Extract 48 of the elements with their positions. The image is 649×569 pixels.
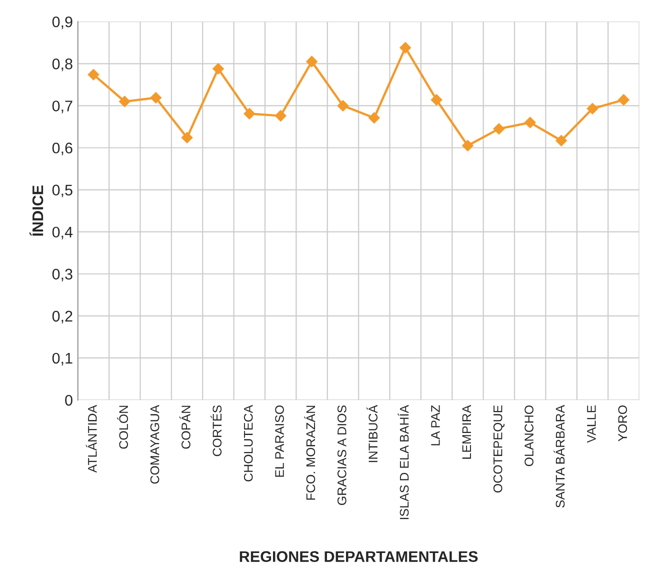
x-tick-label: SANTA BÁRBARA	[554, 404, 565, 508]
y-axis-title: ÍNDICE	[30, 186, 44, 236]
x-tick-label: ISLAS D ELA BAHÍA	[398, 404, 409, 520]
x-tick-label: VALLE	[587, 405, 596, 443]
x-tick-label: INTIBUCÁ	[366, 404, 378, 462]
x-tick-label: ATLÁNTIDA	[86, 404, 97, 473]
point	[462, 140, 474, 152]
x-tick-label: OLANCHO	[524, 405, 534, 466]
y-tick-label: 0,6	[52, 142, 72, 156]
point	[244, 108, 256, 120]
x-tick-label: LEMPIRA	[462, 404, 471, 459]
point	[212, 62, 224, 75]
y-tick-label: 0,4	[52, 226, 73, 240]
y-tick-label: 0,9	[52, 16, 72, 30]
x-tick-label: OCOTEPEQUE	[493, 405, 505, 492]
x-tick-label: LA PAZ	[431, 405, 440, 446]
y-tick-label: 0,1	[52, 352, 72, 366]
x-tick-label: YORO	[618, 405, 628, 442]
x-tick-label: GRACIAS A DIOS	[337, 405, 346, 505]
point	[150, 92, 162, 104]
y-tick-label: 0,5	[52, 184, 72, 198]
y-tick-label: 0	[65, 394, 72, 406]
y-tick-label: 0,3	[52, 268, 72, 282]
point	[337, 100, 349, 112]
point	[181, 132, 193, 144]
point	[618, 94, 630, 106]
point	[88, 68, 100, 80]
x-axis-title: REGIONES DEPARTAMENTALES	[240, 551, 478, 562]
x-tick-label: COPÁN	[179, 406, 190, 449]
x-tick-label: CORTÉS	[210, 405, 222, 456]
x-tick-label: CHOLUTECA	[244, 404, 253, 482]
x-tick-label: COLÓN	[117, 406, 128, 449]
x-tick-label: EL PARAISO	[275, 405, 284, 477]
x-tick-label: FCO. MORAZÁN	[304, 406, 316, 500]
point	[493, 122, 505, 135]
y-tick-label: 0,7	[52, 100, 72, 114]
point	[368, 112, 380, 124]
point	[274, 110, 286, 122]
point	[399, 42, 412, 54]
y-tick-label: 0,2	[52, 310, 72, 324]
point	[524, 116, 536, 128]
point	[118, 96, 131, 108]
point	[555, 134, 568, 146]
point	[306, 56, 318, 68]
point	[586, 102, 598, 115]
x-tick-label: COMAYAGUA	[150, 404, 160, 484]
y-tick-label: 0,8	[52, 58, 72, 72]
point	[430, 94, 442, 106]
